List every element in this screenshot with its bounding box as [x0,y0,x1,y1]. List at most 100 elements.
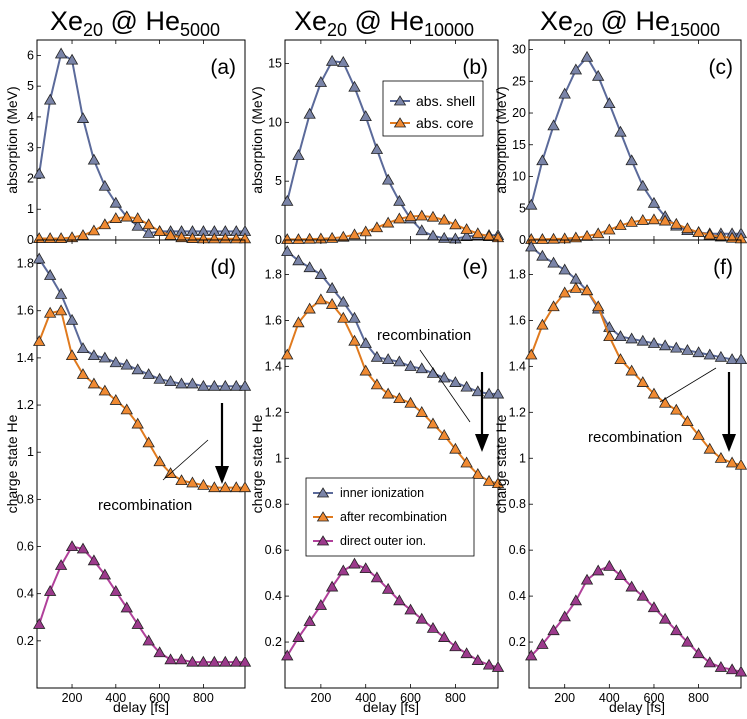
x-tick-label: 400 [105,691,126,705]
data-point [647,213,661,225]
annotation-line [659,367,717,403]
data-point [164,375,177,386]
legend-marker [316,535,330,546]
panel-label: (a) [210,56,236,79]
x-tick-label: 800 [193,691,214,705]
y-axis-label: absorption (MeV) [4,86,20,193]
data-point [536,318,549,330]
x-tick-label: 800 [445,691,466,705]
y-tick-label: 1.8 [265,267,282,281]
data-point [281,348,294,360]
x-tick-label: 600 [400,691,421,705]
data-point [325,298,339,309]
data-point [438,371,451,383]
data-point [525,348,538,360]
y-tick-label: 6 [27,48,34,62]
data-point [370,378,384,390]
data-point [471,385,485,397]
x-tick-label: 400 [355,691,376,705]
data-point [393,355,406,367]
data-point [120,358,133,370]
data-point [558,286,571,298]
data-point [337,564,350,576]
data-point [438,631,451,642]
recombination-arrowhead [215,466,229,484]
data-point [714,350,728,362]
y-tick-label: 0 [519,233,526,247]
panel-b: absorption (MeV) (b) 0 5 10 15 abs. shell a… [249,39,505,247]
data-point [703,656,716,668]
data-point [569,281,583,293]
data-point [670,403,683,415]
column-title-1: Xe20 @ He5000 [50,6,220,40]
data-point [153,455,166,467]
data-point [692,226,705,237]
data-point [625,154,638,166]
data-point [230,379,243,391]
svg-text:charge state He: charge state He [493,414,509,513]
data-point [426,417,440,429]
data-point [348,334,361,346]
data-point [449,218,462,230]
y-tick-label: 1.6 [17,304,34,318]
data-point [359,337,372,348]
data-point [54,287,68,299]
legend-box [305,477,475,557]
svg-text:absorption (MeV): absorption (MeV) [4,86,20,193]
data-point [681,635,694,647]
data-point [404,210,417,221]
data-point [591,564,605,576]
series-line [38,52,245,235]
legend-marker [393,117,407,128]
data-point [625,364,638,376]
data-point [580,573,594,585]
data-point [725,456,739,468]
data-point [208,655,221,667]
data-point [87,224,101,236]
data-point [370,350,384,362]
y-tick-label: 3 [27,141,34,155]
data-point [681,343,694,355]
data-point [614,330,627,342]
data-point [120,601,133,613]
data-point [314,293,328,305]
data-point [381,216,395,228]
data-point [482,230,496,241]
data-point [142,436,155,448]
data-point [547,300,560,312]
data-point [109,585,123,596]
data-point [703,348,716,360]
legend-charge: inner ionization after recombination dir… [305,477,475,557]
data-point [558,87,571,99]
data-point [43,585,57,596]
data-point [76,368,90,379]
data-point [603,559,616,571]
y-axis-label: charge state He [493,414,509,513]
data-point [460,230,473,241]
data-point [281,245,294,257]
legend-absorption: abs. shell abs. core [382,80,484,137]
data-point [525,198,538,210]
svg-text:charge state He: charge state He [4,414,20,513]
x-tick-label: 200 [310,691,331,705]
y-tick-label: 1 [27,445,34,459]
data-point [714,661,728,672]
data-point [131,417,144,429]
y-tick-label: 20 [512,106,526,120]
y-tick-label: 10 [512,170,526,184]
data-point [415,362,428,374]
data-point [404,360,417,371]
data-point [381,353,395,364]
data-point [131,219,144,231]
data-point [647,387,661,399]
data-point [393,392,406,404]
y-axis-label: absorption (MeV) [249,86,265,193]
data-point [547,232,560,244]
data-point [381,582,395,594]
data-point [426,229,440,241]
x-tick-label: 200 [62,691,83,705]
data-point [647,601,661,613]
data-point [734,353,747,364]
x-tick-label: 400 [599,691,620,705]
data-point [491,387,505,399]
